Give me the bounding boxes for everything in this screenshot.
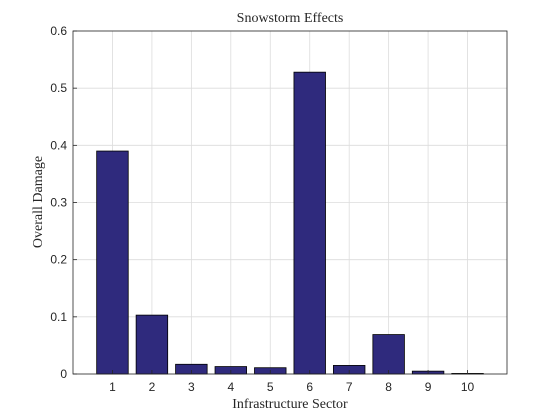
chart-title: Snowstorm Effects — [237, 11, 344, 26]
x-tick-label: 9 — [425, 380, 432, 394]
bars-layer — [96, 71, 484, 375]
x-tick-label: 5 — [267, 380, 274, 394]
x-tick-label: 6 — [306, 380, 313, 394]
bar-sector-1 — [96, 150, 129, 375]
y-tick-label: 0.5 — [50, 81, 67, 95]
bar-sector-2 — [135, 314, 169, 375]
x-tick-label: 4 — [227, 380, 234, 394]
y-tick-label: 0 — [60, 367, 67, 381]
y-ticks: 0 0.1 0.2 0.3 0.4 0.5 0.6 — [50, 24, 77, 381]
y-tick-label: 0.1 — [50, 310, 67, 324]
x-tick-label: 1 — [109, 380, 116, 394]
x-ticks: 1 2 3 4 5 6 7 8 9 10 — [109, 370, 475, 394]
y-tick-label: 0.6 — [50, 24, 67, 38]
x-axis-label: Infrastructure Sector — [232, 397, 348, 412]
x-tick-label: 2 — [149, 380, 156, 394]
x-tick-label: 10 — [461, 380, 475, 394]
x-tick-label: 7 — [346, 380, 353, 394]
y-axis-label: Overall Damage — [31, 156, 46, 248]
x-tick-label: 8 — [385, 380, 392, 394]
bar-sector-6 — [293, 71, 326, 375]
y-tick-label: 0.3 — [50, 196, 67, 210]
y-tick-label: 0.2 — [50, 253, 67, 267]
y-tick-label: 0.4 — [50, 138, 67, 152]
x-tick-label: 3 — [188, 380, 195, 394]
bar-sector-8 — [372, 334, 405, 375]
